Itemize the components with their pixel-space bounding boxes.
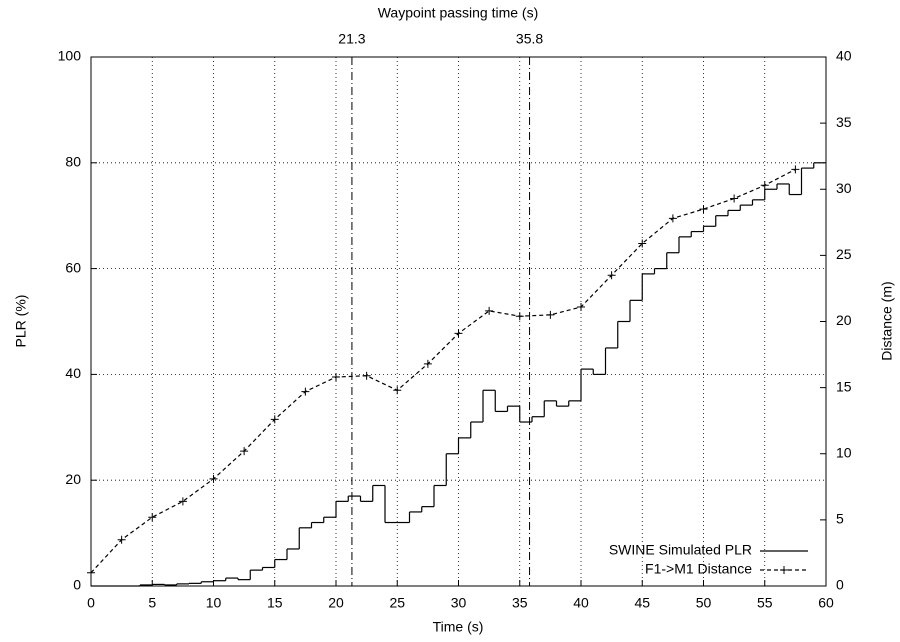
- point-marker: [638, 239, 647, 248]
- y-tick-label: 80: [65, 154, 81, 170]
- distance-line: [90, 168, 796, 574]
- y-axis-title: PLR (%): [13, 295, 29, 348]
- point-marker: [760, 181, 769, 190]
- y2-tick-label: 0: [836, 577, 844, 593]
- point-marker: [87, 568, 95, 577]
- point-marker: [209, 474, 218, 483]
- y2-tick-label: 10: [836, 444, 852, 460]
- y2-tick-label: 15: [836, 378, 852, 394]
- x2-tick-label: 21.3: [338, 31, 365, 47]
- y-tick-label: 0: [73, 577, 81, 593]
- point-marker: [577, 302, 585, 311]
- x-tick-label: 25: [389, 595, 405, 611]
- point-marker: [485, 306, 494, 315]
- legend-marker: [780, 566, 788, 574]
- x-tick-label: 40: [573, 595, 589, 611]
- point-marker: [270, 415, 279, 424]
- y2-tick-label: 35: [836, 114, 852, 130]
- x-tick-label: 50: [696, 595, 712, 611]
- point-marker: [301, 387, 310, 396]
- point-marker: [178, 497, 187, 506]
- legend-label: F1->M1 Distance: [645, 561, 752, 577]
- y2-tick-label: 40: [836, 48, 852, 64]
- point-marker: [423, 359, 432, 368]
- x-axis-title: Time (s): [433, 619, 484, 635]
- legend-label: SWINE Simulated PLR: [609, 542, 752, 558]
- point-marker: [668, 214, 677, 223]
- x-tick-label: 35: [512, 595, 528, 611]
- y-tick-label: 100: [58, 48, 82, 64]
- point-marker: [117, 535, 126, 544]
- x-tick-label: 60: [818, 595, 834, 611]
- x-tick-label: 45: [634, 595, 650, 611]
- y-tick-label: 60: [65, 259, 81, 275]
- x-tick-label: 10: [206, 595, 222, 611]
- point-marker: [454, 329, 463, 338]
- point-marker: [791, 165, 800, 174]
- x-tick-label: 15: [267, 595, 283, 611]
- top-axis-title: Waypoint passing time (s): [378, 5, 539, 21]
- point-marker: [332, 373, 340, 382]
- point-marker: [362, 371, 371, 380]
- point-marker: [607, 271, 616, 280]
- point-marker: [699, 205, 708, 214]
- y2-tick-label: 5: [836, 511, 844, 527]
- x-tick-label: 5: [148, 595, 156, 611]
- point-marker: [393, 386, 402, 395]
- x-tick-label: 30: [451, 595, 467, 611]
- y2-tick-label: 25: [836, 246, 852, 262]
- point-marker: [240, 447, 249, 456]
- y2-tick-label: 20: [836, 312, 852, 328]
- y-tick-label: 20: [65, 471, 81, 487]
- point-marker: [148, 513, 157, 522]
- x2-tick-label: 35.8: [516, 31, 543, 47]
- x-tick-label: 55: [757, 595, 773, 611]
- y2-axis-title: Distance (m): [879, 281, 895, 360]
- point-marker: [515, 312, 524, 321]
- point-marker: [546, 310, 555, 319]
- x-tick-label: 0: [87, 595, 95, 611]
- y2-tick-label: 30: [836, 180, 852, 196]
- x-tick-label: 20: [328, 595, 344, 611]
- point-marker: [730, 194, 739, 203]
- y-tick-label: 40: [65, 365, 81, 381]
